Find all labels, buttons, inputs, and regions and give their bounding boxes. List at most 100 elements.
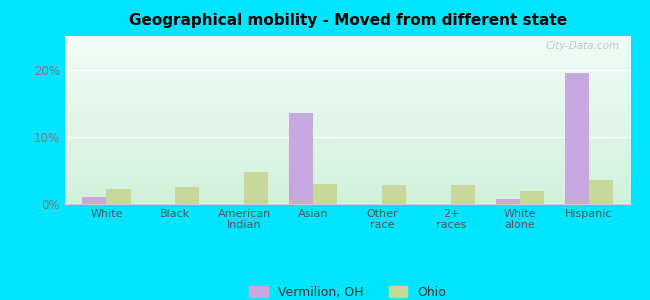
Bar <box>65 75 630 76</box>
Bar <box>382 185 406 204</box>
Bar <box>289 113 313 204</box>
Bar <box>65 111 630 112</box>
Bar <box>65 72 630 73</box>
Bar <box>65 40 630 41</box>
Bar <box>65 49 630 50</box>
Bar <box>65 92 630 93</box>
Bar <box>65 132 630 133</box>
Bar <box>65 134 630 135</box>
Bar <box>65 143 630 144</box>
Bar <box>65 122 630 123</box>
Bar <box>65 105 630 106</box>
Bar <box>65 156 630 157</box>
Bar <box>65 199 630 200</box>
Bar <box>65 128 630 129</box>
Bar <box>65 154 630 155</box>
Bar <box>65 88 630 89</box>
Bar <box>65 62 630 63</box>
Bar <box>65 169 630 170</box>
Bar <box>83 197 107 204</box>
Bar <box>65 190 630 191</box>
Bar <box>65 104 630 105</box>
Bar <box>65 76 630 77</box>
Bar <box>65 126 630 127</box>
Bar <box>65 69 630 70</box>
Bar <box>65 170 630 171</box>
Bar <box>65 137 630 138</box>
Bar <box>65 148 630 149</box>
Bar <box>65 157 630 158</box>
Bar <box>65 87 630 88</box>
Bar <box>65 50 630 51</box>
Bar <box>65 38 630 39</box>
Bar <box>65 96 630 97</box>
Bar <box>65 119 630 120</box>
Bar <box>65 155 630 156</box>
Bar <box>65 164 630 165</box>
Bar <box>65 149 630 150</box>
Bar <box>65 118 630 119</box>
Bar <box>65 187 630 188</box>
Bar <box>65 130 630 131</box>
Bar <box>65 85 630 86</box>
Bar <box>65 159 630 160</box>
Bar <box>65 140 630 141</box>
Bar <box>65 158 630 159</box>
Bar <box>65 70 630 71</box>
Bar <box>65 82 630 83</box>
Bar <box>65 195 630 196</box>
Bar <box>65 138 630 139</box>
Bar <box>65 191 630 192</box>
Bar <box>65 160 630 161</box>
Bar <box>65 129 630 130</box>
Bar <box>65 192 630 193</box>
Bar <box>65 202 630 203</box>
Bar <box>65 165 630 166</box>
Bar <box>65 86 630 87</box>
Bar <box>65 197 630 198</box>
Bar <box>65 173 630 174</box>
Bar <box>65 102 630 103</box>
Bar <box>65 42 630 43</box>
Bar <box>65 146 630 147</box>
Bar <box>65 67 630 68</box>
Bar <box>107 189 131 204</box>
Bar <box>65 152 630 153</box>
Bar <box>65 54 630 55</box>
Bar <box>65 47 630 48</box>
Bar <box>65 99 630 100</box>
Bar <box>65 63 630 64</box>
Bar <box>65 200 630 201</box>
Bar <box>65 150 630 151</box>
Bar <box>65 196 630 197</box>
Bar <box>65 180 630 181</box>
Bar <box>65 194 630 195</box>
Bar <box>65 98 630 99</box>
Bar <box>65 116 630 117</box>
Bar <box>65 110 630 111</box>
Legend: Vermilion, OH, Ohio: Vermilion, OH, Ohio <box>244 281 451 300</box>
Bar <box>65 145 630 146</box>
Bar <box>65 167 630 168</box>
Bar <box>65 171 630 172</box>
Bar <box>65 83 630 84</box>
Bar <box>65 60 630 61</box>
Bar <box>65 39 630 40</box>
Bar <box>65 100 630 101</box>
Bar <box>65 142 630 143</box>
Bar <box>65 59 630 60</box>
Bar <box>65 193 630 194</box>
Bar <box>65 201 630 202</box>
Text: City-Data.com: City-Data.com <box>545 41 619 51</box>
Bar <box>65 163 630 164</box>
Bar <box>65 172 630 173</box>
Bar <box>65 57 630 58</box>
Bar <box>65 52 630 53</box>
Bar <box>244 172 268 204</box>
Bar <box>65 71 630 72</box>
Bar <box>65 77 630 78</box>
Bar <box>65 183 630 184</box>
Bar <box>65 68 630 69</box>
Bar <box>65 188 630 189</box>
Bar <box>65 144 630 145</box>
